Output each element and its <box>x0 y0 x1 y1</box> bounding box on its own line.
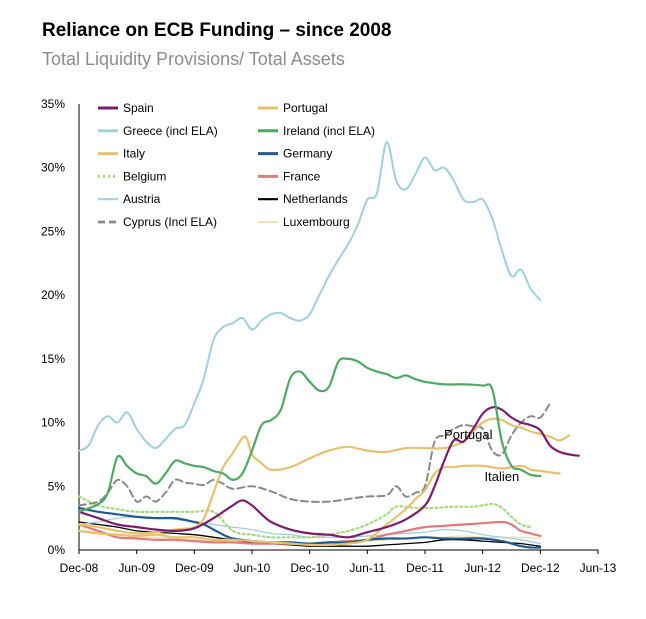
series-lines <box>77 141 580 549</box>
legend-label-greece-incl-ela: Greece (incl ELA) <box>123 124 218 138</box>
legend-label-germany: Germany <box>283 147 332 161</box>
x-tick-label: Dec-08 <box>60 561 99 575</box>
y-tick-label: 30% <box>41 161 65 175</box>
series-line-italy <box>77 464 561 547</box>
legend-label-italy: Italy <box>123 147 145 161</box>
y-tick-label: 35% <box>41 97 65 111</box>
legend-label-spain: Spain <box>123 101 154 115</box>
legend-label-ireland-incl-ela: Ireland (incl ELA) <box>283 124 375 138</box>
y-tick-label: 5% <box>48 479 66 493</box>
y-tick-label: 10% <box>41 416 65 430</box>
series-line-germany <box>77 506 542 549</box>
legend-label-france: France <box>283 169 321 183</box>
legend-label-portugal: Portugal <box>283 101 328 115</box>
y-tick-label: 25% <box>41 224 65 238</box>
y-tick-label: 20% <box>41 288 65 302</box>
series-line-spain <box>77 406 580 539</box>
series-line-portugal <box>77 417 571 535</box>
x-tick-label: Jun-12 <box>464 561 501 575</box>
x-tick-label: Dec-11 <box>406 561 444 575</box>
series-line-greece-incl-ela <box>78 141 542 452</box>
chart-title: Reliance on ECB Funding – since 2008 <box>42 20 392 41</box>
x-tick-label: Dec-09 <box>175 561 214 575</box>
y-tick-label: 15% <box>41 352 65 366</box>
legend-label-austria: Austria <box>123 192 161 206</box>
annotation-portugal: Portugal <box>444 427 493 442</box>
legend-label-luxembourg: Luxembourg <box>283 215 350 229</box>
x-tick-label: Jun-11 <box>349 561 385 575</box>
annotations: Portugal Italien <box>444 427 519 484</box>
series-line-ireland-incl-ela <box>77 357 542 513</box>
chart-subtitle: Total Liquidity Provisions/ Total Assets <box>42 49 345 69</box>
x-tick-label: Jun-10 <box>234 561 271 575</box>
legend-label-belgium: Belgium <box>123 169 166 183</box>
legend: Spain Portugal Greece (incl ELA) Ireland (i… <box>98 101 375 229</box>
legend-label-netherlands: Netherlands <box>283 192 348 206</box>
x-tick-label: Dec-12 <box>521 561 560 575</box>
axes: 0% 5% 10% 15% 20% 25% 30% 35% Dec-08 Jun-09 Dec-09… <box>41 97 617 575</box>
series-line-cyprus-incl-ela <box>78 402 551 507</box>
legend-label-cyprus-incl-ela: Cyprus (Incl ELA) <box>123 215 217 229</box>
annotation-italien: Italien <box>485 469 520 484</box>
y-tick-label: 0% <box>48 543 66 557</box>
x-tick-label: Jun-13 <box>580 561 617 575</box>
x-tick-label: Dec-10 <box>290 561 329 575</box>
x-tick-label: Jun-09 <box>118 561 155 575</box>
